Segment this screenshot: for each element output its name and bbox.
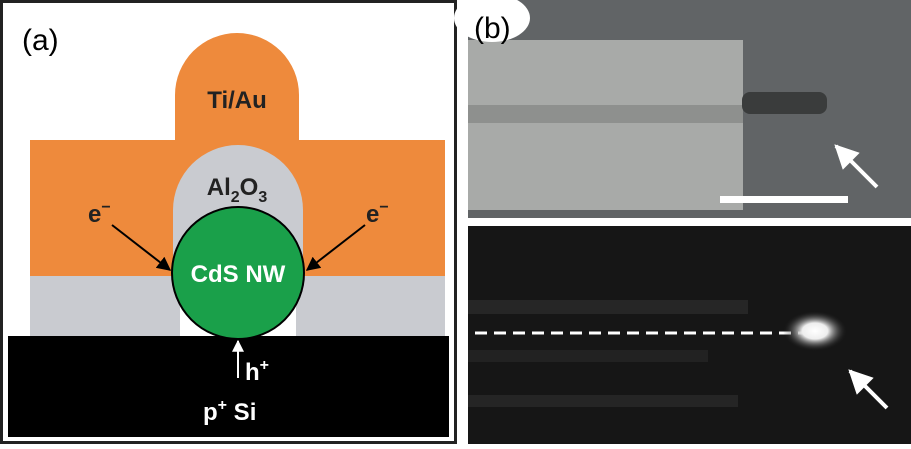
text: p bbox=[203, 399, 218, 426]
text: h bbox=[245, 359, 260, 386]
superscript: + bbox=[218, 397, 227, 414]
text: e bbox=[88, 201, 101, 228]
label: Ti/Au bbox=[207, 87, 267, 114]
faint-feature bbox=[468, 350, 708, 362]
text: Al bbox=[207, 174, 231, 201]
panel-a: (a) Ti/Au Al2O3 e− e− CdS NW h+ p+ Si bbox=[2, 2, 456, 443]
electrode-stripe bbox=[468, 105, 743, 123]
faint-feature bbox=[468, 300, 748, 314]
figure: (a) Ti/Au Al2O3 e− e− CdS NW h+ p+ Si (b… bbox=[0, 0, 911, 444]
subscript: 3 bbox=[258, 189, 267, 206]
faint-feature bbox=[468, 395, 738, 407]
electrode-image bbox=[468, 40, 743, 210]
superscript: + bbox=[260, 357, 269, 374]
panel-label: (b) bbox=[474, 12, 511, 45]
label: p+ Si bbox=[203, 397, 256, 426]
label: CdS NW bbox=[191, 261, 286, 288]
panel-b: (b) bbox=[454, 0, 911, 444]
superscript: − bbox=[379, 199, 388, 216]
text: O bbox=[240, 174, 259, 201]
nanowire-image bbox=[742, 92, 827, 114]
subscript: 2 bbox=[231, 189, 240, 206]
emission-spot bbox=[783, 311, 847, 351]
scale-bar bbox=[720, 196, 848, 203]
text: Si bbox=[227, 399, 256, 426]
text: e bbox=[366, 201, 379, 228]
panel-label: (a) bbox=[22, 24, 59, 57]
superscript: − bbox=[101, 199, 110, 216]
